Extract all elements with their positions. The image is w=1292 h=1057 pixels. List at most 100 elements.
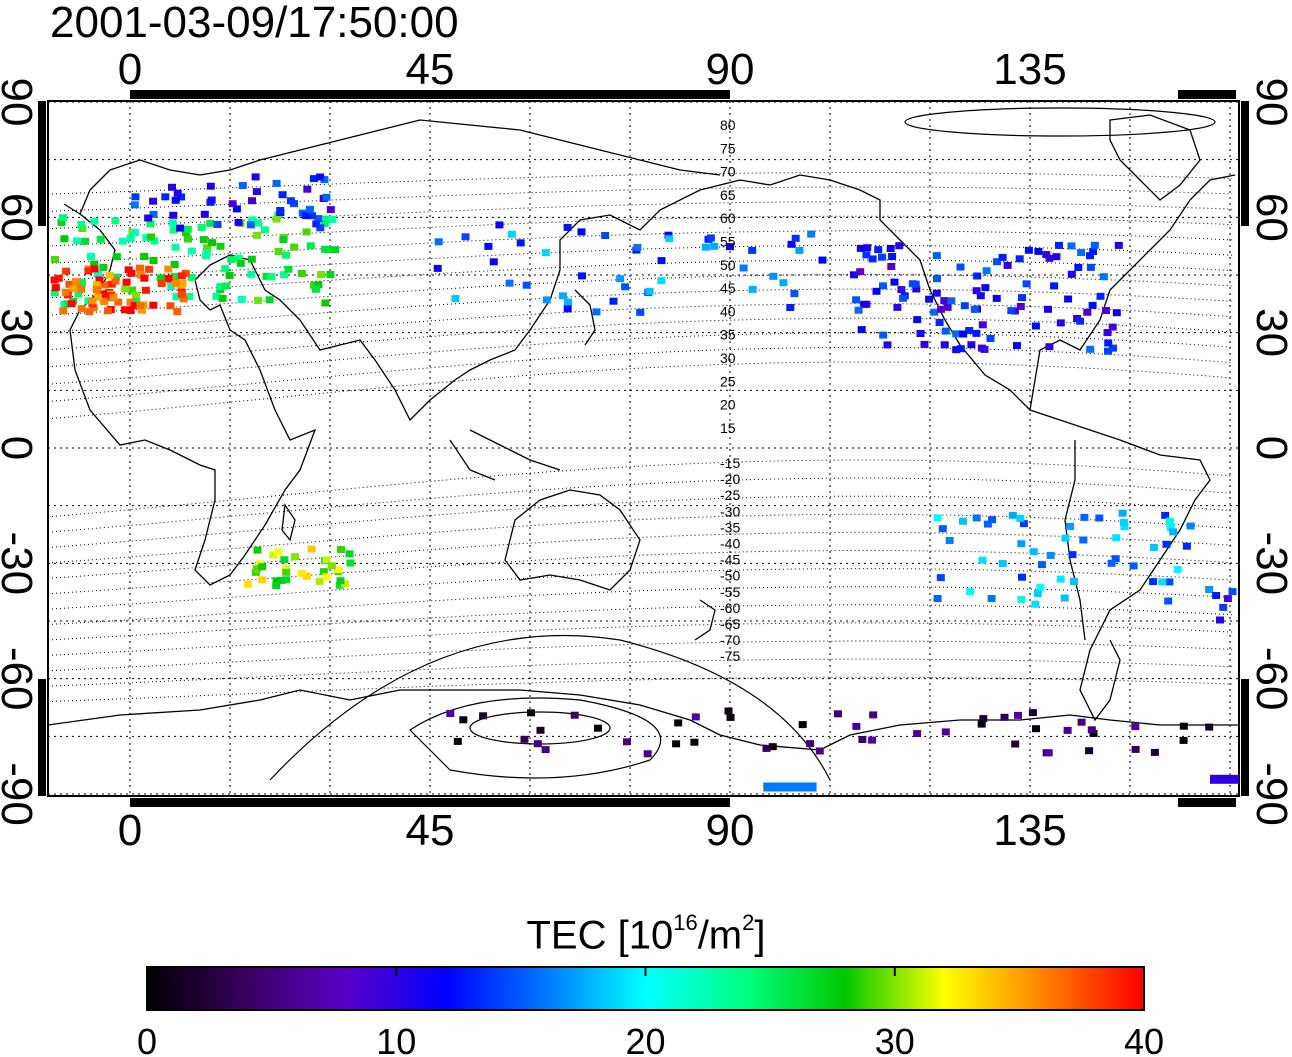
magnetic-latitude-line [48, 604, 1233, 641]
tec-cell [307, 545, 316, 553]
tec-cell [164, 265, 173, 273]
tec-cell [282, 568, 291, 576]
magnetic-latitude-label: 25 [720, 373, 736, 389]
tec-cell [216, 242, 225, 250]
tec-cell [930, 308, 939, 316]
magnetic-latitude-label: 20 [720, 397, 736, 413]
tec-cell [1186, 522, 1195, 530]
magnetic-latitude-label: 45 [720, 280, 736, 296]
tec-cell [533, 740, 542, 748]
tec-cell [150, 237, 159, 245]
tec-cell [1066, 522, 1074, 530]
tec-cell [234, 254, 243, 262]
tec-cell [89, 304, 98, 312]
tec-cell [282, 251, 290, 259]
tec-cell [156, 274, 165, 282]
tec-cell [136, 264, 144, 272]
tec-cell [157, 280, 166, 288]
tec-cell [1046, 551, 1055, 559]
tec-cell [1252, 638, 1260, 645]
tec-cell [206, 219, 215, 227]
tec-cell [633, 243, 642, 251]
tec-cell [507, 230, 516, 238]
tec-cell [164, 275, 173, 282]
tec-cell [1088, 301, 1097, 309]
tec-cell [1254, 608, 1262, 615]
tec-cell [1252, 635, 1260, 642]
tec-cell [956, 345, 965, 353]
tec-cell [446, 710, 455, 717]
tec-cell [932, 289, 941, 297]
tec-cell [965, 327, 974, 334]
tec-cell [246, 221, 255, 229]
tec-cell [674, 719, 683, 727]
tec-cell [1077, 249, 1086, 256]
magnetic-latitude-line [48, 477, 1233, 533]
tec-cell [111, 217, 120, 225]
tec-cell [197, 223, 206, 231]
tec-cell [570, 711, 579, 719]
tec-cell [769, 272, 778, 280]
tec-cell [1011, 740, 1020, 748]
tec-cell [87, 252, 95, 260]
tec-cell [887, 263, 896, 270]
tec-cell [933, 595, 942, 602]
magnetic-latitude-label: 50 [720, 257, 736, 273]
tec-cell [1131, 723, 1140, 731]
tec-cell [145, 265, 154, 273]
tec-cell [166, 302, 175, 310]
tec-cell [690, 738, 699, 746]
tec-cell [1112, 309, 1121, 317]
tec-cell [657, 277, 666, 285]
tec-cell [1089, 729, 1098, 737]
tec-cell [73, 237, 82, 245]
tec-cell [601, 232, 610, 239]
tec-cell [57, 218, 66, 226]
tec-cell [706, 234, 715, 242]
tec-cell [279, 271, 288, 279]
tec-cell [93, 281, 101, 289]
tec-cell [1111, 555, 1120, 563]
tec-cell [169, 226, 178, 234]
tec-cell [252, 565, 261, 573]
tec-cell [67, 300, 76, 308]
tec-cell [328, 216, 337, 223]
tec-cell [451, 295, 460, 303]
tec-cell [1244, 601, 1252, 608]
tec-cell [130, 201, 139, 209]
tec-cell [305, 205, 314, 213]
tec-cell [345, 550, 354, 558]
tec-cell [149, 301, 158, 309]
latitude-tick-label: 30 [0, 308, 41, 357]
tec-cell [297, 270, 306, 277]
tec-cell [933, 275, 941, 283]
tec-cell [941, 327, 950, 335]
tec-cell [520, 735, 529, 743]
magnetic-latitude-label: -40 [720, 536, 740, 552]
tec-cell [326, 271, 335, 278]
tec-cell [62, 267, 71, 275]
tec-cell [100, 298, 109, 305]
tec-cell [1254, 607, 1262, 614]
tec-cell [895, 242, 904, 250]
longitude-tick-label: 0 [118, 806, 142, 855]
tec-cell [276, 207, 285, 214]
tec-cell [1085, 747, 1094, 755]
tec-cell [253, 546, 262, 554]
tec-cell [542, 296, 551, 304]
tec-cell [314, 281, 323, 289]
magnetic-latitude-line [48, 201, 1233, 230]
left-latitude-ticks: 90 60 30 0 -30 -60 -90 [0, 78, 41, 826]
coastlines [48, 114, 1239, 751]
tec-cell [993, 258, 1001, 266]
magnetic-latitude-line [48, 361, 1233, 420]
tec-cell [1031, 322, 1040, 330]
tec-cell [992, 294, 1001, 302]
tec-cell [302, 228, 311, 236]
tec-cell [966, 588, 975, 596]
tec-cell [272, 582, 281, 590]
tec-cell [1205, 723, 1214, 731]
tec-cell [199, 236, 208, 244]
tec-cell [322, 556, 331, 564]
